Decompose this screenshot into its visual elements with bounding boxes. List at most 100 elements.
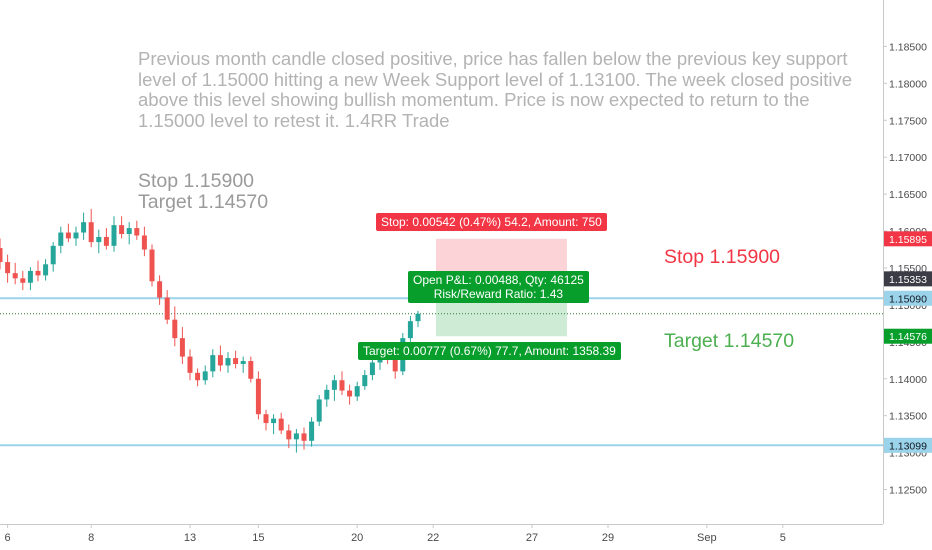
price-tick-label: 1.12500 bbox=[889, 485, 927, 497]
target-note[interactable]: Target 1.14570 bbox=[138, 191, 269, 213]
candle-body bbox=[331, 380, 337, 390]
price-tag-label: 1.15353 bbox=[889, 274, 927, 286]
target-level-text[interactable]: Target 1.14570 bbox=[664, 330, 795, 352]
candle bbox=[50, 242, 56, 272]
price-tag-bg bbox=[884, 271, 932, 287]
candle-body bbox=[0, 248, 3, 263]
candle bbox=[96, 229, 102, 254]
candle-body bbox=[309, 421, 315, 441]
candle bbox=[354, 381, 360, 401]
pnl-line: Open P&L: 0.00488, Qty: 46125 bbox=[413, 273, 584, 287]
candle-body bbox=[278, 418, 284, 431]
price-tag: 1.13099 bbox=[884, 437, 932, 453]
price-tick-label: 1.17500 bbox=[889, 115, 927, 127]
candle bbox=[309, 417, 315, 447]
candles bbox=[0, 208, 421, 453]
candle bbox=[172, 306, 178, 347]
candle-body bbox=[271, 418, 277, 424]
candle-body bbox=[255, 378, 261, 415]
price-tag-label: 1.15090 bbox=[889, 293, 927, 305]
candle bbox=[286, 424, 292, 449]
candle bbox=[195, 368, 201, 387]
candle bbox=[65, 223, 71, 243]
candle bbox=[369, 356, 375, 381]
candle-body bbox=[5, 262, 11, 274]
candle-body bbox=[240, 361, 246, 364]
candle bbox=[225, 352, 231, 373]
candle bbox=[210, 349, 216, 378]
candle-body bbox=[43, 264, 49, 276]
candle-body bbox=[141, 235, 147, 250]
price-tag: 1.15090 bbox=[884, 290, 932, 306]
candle bbox=[301, 427, 307, 450]
price-tag: 1.15353 bbox=[884, 271, 932, 287]
candle bbox=[126, 222, 132, 245]
time-tick-label: 27 bbox=[526, 532, 538, 544]
candle-body bbox=[369, 362, 375, 376]
candle bbox=[331, 375, 337, 401]
candle-body bbox=[354, 386, 360, 397]
price-tag-label: 1.15895 bbox=[889, 234, 927, 246]
candle bbox=[187, 349, 193, 381]
candle bbox=[316, 395, 322, 427]
candle-body bbox=[202, 371, 208, 381]
candle-body bbox=[172, 319, 178, 339]
time-tick-label: Sep bbox=[697, 532, 717, 544]
candle bbox=[35, 260, 41, 282]
time-tick-label: 5 bbox=[780, 532, 786, 544]
candle-body bbox=[301, 433, 307, 441]
candle-body bbox=[233, 358, 239, 364]
candle-body bbox=[339, 380, 345, 391]
candle bbox=[0, 238, 3, 270]
candle bbox=[58, 226, 64, 254]
candle bbox=[202, 365, 208, 385]
stop-info-label: Stop: 0.00542 (0.47%) 54.2, Amount: 750 bbox=[376, 213, 607, 231]
candle-body bbox=[20, 278, 26, 283]
candle bbox=[248, 356, 254, 383]
stop-note[interactable]: Stop 1.15900 bbox=[138, 170, 255, 192]
candle-body bbox=[88, 222, 94, 243]
candle-body bbox=[362, 375, 368, 387]
candle bbox=[339, 371, 345, 396]
candle-body bbox=[324, 389, 330, 400]
candle bbox=[27, 267, 33, 291]
candle-body bbox=[149, 249, 155, 282]
candle bbox=[415, 310, 421, 328]
candle-body bbox=[119, 225, 125, 235]
candle-body bbox=[286, 430, 292, 440]
candle-body bbox=[293, 433, 299, 440]
candle bbox=[119, 216, 125, 239]
stop-level-text[interactable]: Stop 1.15900 bbox=[664, 246, 781, 268]
candle bbox=[217, 345, 223, 372]
trade-idea-annotation[interactable]: Previous month candle closed positive, p… bbox=[138, 48, 853, 131]
price-tag: 1.14576 bbox=[884, 328, 932, 344]
candle-body bbox=[126, 228, 132, 235]
price-tick-label: 1.16500 bbox=[889, 189, 927, 201]
time-tick-label: 15 bbox=[252, 532, 264, 544]
candle bbox=[179, 327, 185, 364]
candle bbox=[5, 254, 11, 283]
candle-body bbox=[65, 232, 71, 239]
candle-body bbox=[217, 355, 223, 366]
candle bbox=[103, 228, 109, 250]
candle-body bbox=[73, 232, 79, 239]
price-tick-label: 1.17000 bbox=[889, 152, 927, 164]
price-tick-label: 1.14000 bbox=[889, 374, 927, 386]
time-tick-label: 13 bbox=[184, 532, 196, 544]
candle bbox=[73, 226, 79, 246]
price-tag-bg bbox=[884, 290, 932, 306]
candle-body bbox=[111, 225, 117, 246]
candle-body bbox=[96, 236, 102, 243]
candle-body bbox=[12, 273, 18, 279]
candle bbox=[324, 384, 330, 407]
candle bbox=[271, 414, 277, 435]
pnl-info-label: Open P&L: 0.00488, Qty: 46125 Risk/Rewar… bbox=[408, 271, 589, 303]
candle-body bbox=[263, 414, 269, 424]
candle-body bbox=[392, 358, 398, 372]
price-tag: 1.15895 bbox=[884, 231, 932, 247]
time-tick-label: 22 bbox=[427, 532, 439, 544]
price-tags: 1.15895 1.15353 1.15090 1.14576 1.13099 bbox=[884, 231, 932, 453]
candle bbox=[111, 216, 117, 252]
candle bbox=[407, 315, 413, 342]
candle-body bbox=[50, 245, 56, 265]
